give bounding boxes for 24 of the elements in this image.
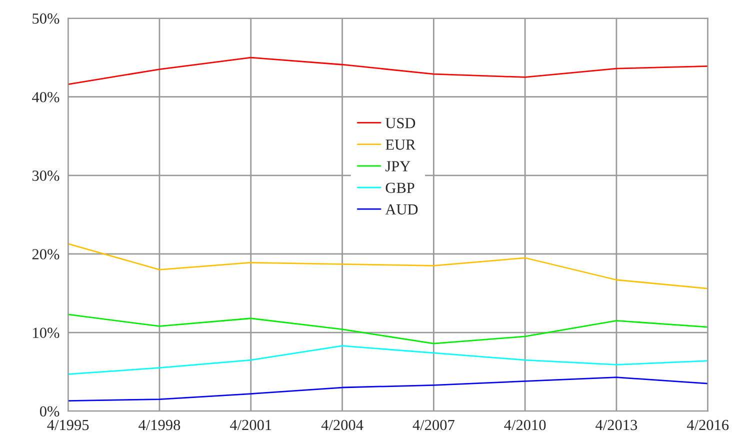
- line-series: [68, 56, 708, 85]
- legend-label: EUR: [386, 140, 416, 150]
- x-tick-label: 4/1995: [47, 420, 89, 430]
- x-tick-label: 4/1998: [138, 420, 180, 430]
- y-tick-label: 40%: [32, 92, 60, 102]
- x-tick-label: 4/2004: [321, 420, 364, 430]
- x-tick-label: 4/2007: [412, 420, 454, 430]
- x-tick-label: 4/2016: [686, 420, 729, 430]
- legend-label: AUD: [385, 204, 418, 215]
- y-tick-label: 20%: [32, 249, 60, 260]
- line-series: [68, 243, 708, 290]
- line-series: [68, 314, 708, 344]
- line-series: [68, 376, 708, 402]
- x-tick-label: 4/2001: [230, 420, 272, 430]
- y-tick-label: 50%: [32, 13, 60, 24]
- x-tick-label: 4/2010: [504, 420, 546, 430]
- y-tick-label: 10%: [33, 328, 60, 338]
- legend-label: GBP: [386, 182, 414, 193]
- line-series: [68, 345, 708, 375]
- y-tick-label: 30%: [32, 170, 60, 181]
- y-tick-label: 0%: [40, 406, 60, 417]
- legend-label: JPY: [385, 161, 410, 172]
- x-tick-label: 4/2013: [596, 420, 638, 430]
- legend-label: USD: [385, 118, 416, 128]
